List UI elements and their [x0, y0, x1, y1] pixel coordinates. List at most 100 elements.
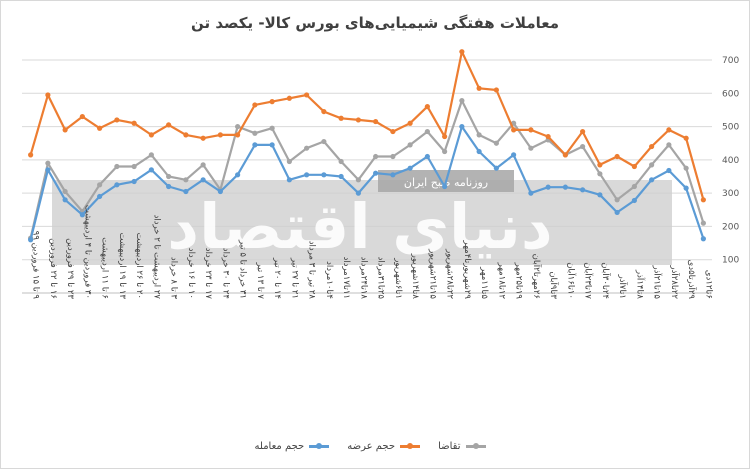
data-point-volume [183, 188, 189, 195]
data-point-demand [131, 163, 137, 170]
x-tick-label: ۱۰ تا ۱۶ خرداد [186, 248, 196, 299]
data-point-supply [666, 127, 672, 133]
data-point-volume [355, 190, 361, 196]
data-point-supply [700, 197, 706, 203]
data-point-supply [631, 163, 637, 170]
data-point-volume [459, 123, 465, 130]
data-point-supply [597, 162, 603, 168]
x-tick-label: ۹ تا ۱۵ فروردین ۹۹ [31, 231, 41, 300]
data-point-volume [493, 165, 499, 171]
data-point-supply [321, 108, 327, 115]
data-point-supply [373, 118, 379, 125]
data-point-demand [166, 173, 172, 180]
data-point-demand [666, 142, 672, 148]
x-tick-label: ۲۵تا۳۱مرداد [376, 257, 386, 300]
data-point-demand [286, 158, 292, 165]
x-tick-label: ۲۹آذرتا۵دی [686, 260, 698, 300]
data-point-supply [28, 152, 34, 158]
data-point-demand [45, 160, 51, 166]
data-point-demand [700, 220, 706, 226]
data-point-supply [235, 132, 241, 138]
data-point-supply [390, 128, 396, 135]
x-tick-label: ۱تا۶شهریور [393, 257, 403, 299]
data-point-supply [683, 135, 689, 141]
data-point-demand [373, 153, 379, 160]
data-point-volume [62, 197, 68, 203]
x-tick-label: ۱۹تا۲۵مهر [514, 262, 524, 300]
x-tick-label: ۳ تا ۸ خرداد [169, 257, 179, 300]
data-point-volume [511, 152, 517, 158]
data-point-supply [217, 132, 223, 138]
x-tick-label: ۳تا۹آبان [548, 271, 560, 299]
data-point-demand [442, 148, 448, 155]
data-point-supply [269, 99, 275, 105]
data-point-volume [683, 185, 689, 191]
data-point-supply [114, 117, 120, 123]
series-line-volume [29, 125, 705, 240]
data-point-demand [424, 128, 430, 135]
data-point-demand [200, 162, 206, 168]
legend-swatch-volume [309, 443, 330, 449]
data-point-supply [62, 127, 68, 133]
data-point-supply [459, 49, 465, 55]
data-point-volume [321, 172, 327, 178]
data-point-supply [511, 127, 517, 133]
data-point-supply [562, 152, 568, 158]
data-point-supply [79, 113, 85, 120]
x-tick-label: ۳۱ خرداد تا ۵ تیر [238, 239, 248, 299]
x-tick-label: ۲۴ تا ۳۰ خرداد [220, 248, 230, 299]
data-point-volume [269, 142, 275, 148]
data-point-demand [235, 123, 241, 130]
data-point-volume [252, 142, 258, 148]
data-point-volume [373, 170, 379, 176]
data-point-demand [407, 142, 413, 148]
data-point-demand [269, 125, 275, 131]
data-point-supply [528, 127, 534, 133]
x-tick-label: ۸تا۱۴شهریور [410, 253, 420, 300]
x-tick-label: ۶تا۱۲دی [703, 270, 713, 299]
data-point-volume [390, 172, 396, 178]
data-point-volume [597, 192, 603, 198]
data-point-volume [614, 209, 620, 216]
data-point-demand [304, 145, 310, 151]
data-point-demand [148, 152, 154, 158]
x-tick-label: ۲۸ تیر تا ۳ مرداد [307, 241, 317, 300]
data-point-demand [355, 177, 361, 183]
data-point-volume [45, 167, 51, 173]
x-tick-label: ۱۵تا۲۱شهریور [427, 248, 437, 299]
y-tick-label: 700 [722, 56, 739, 66]
series-line-demand [29, 99, 705, 239]
data-point-demand [614, 197, 620, 203]
data-point-supply [424, 104, 430, 110]
data-point-demand [97, 182, 103, 188]
data-point-volume [580, 187, 586, 193]
data-point-volume [286, 177, 292, 183]
data-point-volume [304, 172, 310, 178]
data-point-volume [562, 184, 568, 190]
x-tick-label: ۲۲تا۲۸آذر [669, 264, 681, 299]
data-point-volume [148, 167, 154, 173]
x-tick-label: ۲۳ تا ۲۹ فروردین [65, 238, 75, 299]
x-tick-label: ۱۰تا۱۶آبان [565, 262, 577, 299]
x-tick-label: ۵تا۱۱مهر [479, 266, 489, 299]
data-point-volume [217, 188, 223, 195]
x-tick-label: ۲۱ تا ۲۷ تیر [289, 257, 299, 299]
x-tick-label: ۲۲تا۲۸شهریور [445, 248, 455, 299]
data-point-supply [442, 133, 448, 140]
legend-item-volume: حجم معامله [255, 441, 330, 452]
data-point-volume [166, 183, 172, 190]
data-point-demand [683, 165, 689, 171]
data-point-demand [493, 140, 499, 146]
legend-label-demand: تقاضا [438, 441, 461, 452]
data-point-demand [631, 183, 637, 190]
data-point-supply [200, 135, 206, 141]
x-tick-label: ۱۸تا۲۴مرداد [358, 257, 368, 300]
data-point-demand [114, 163, 120, 170]
series-line-supply [29, 50, 705, 201]
legend-label-volume: حجم معامله [254, 441, 305, 452]
x-tick-label: ۱۳ تا ۱۹ اردیبهشت [117, 233, 127, 300]
data-point-volume [338, 173, 344, 180]
x-tick-label: ۲۹شهریورتا۴مهر [462, 240, 472, 300]
legend-label-supply: حجم عرضه [347, 441, 396, 452]
